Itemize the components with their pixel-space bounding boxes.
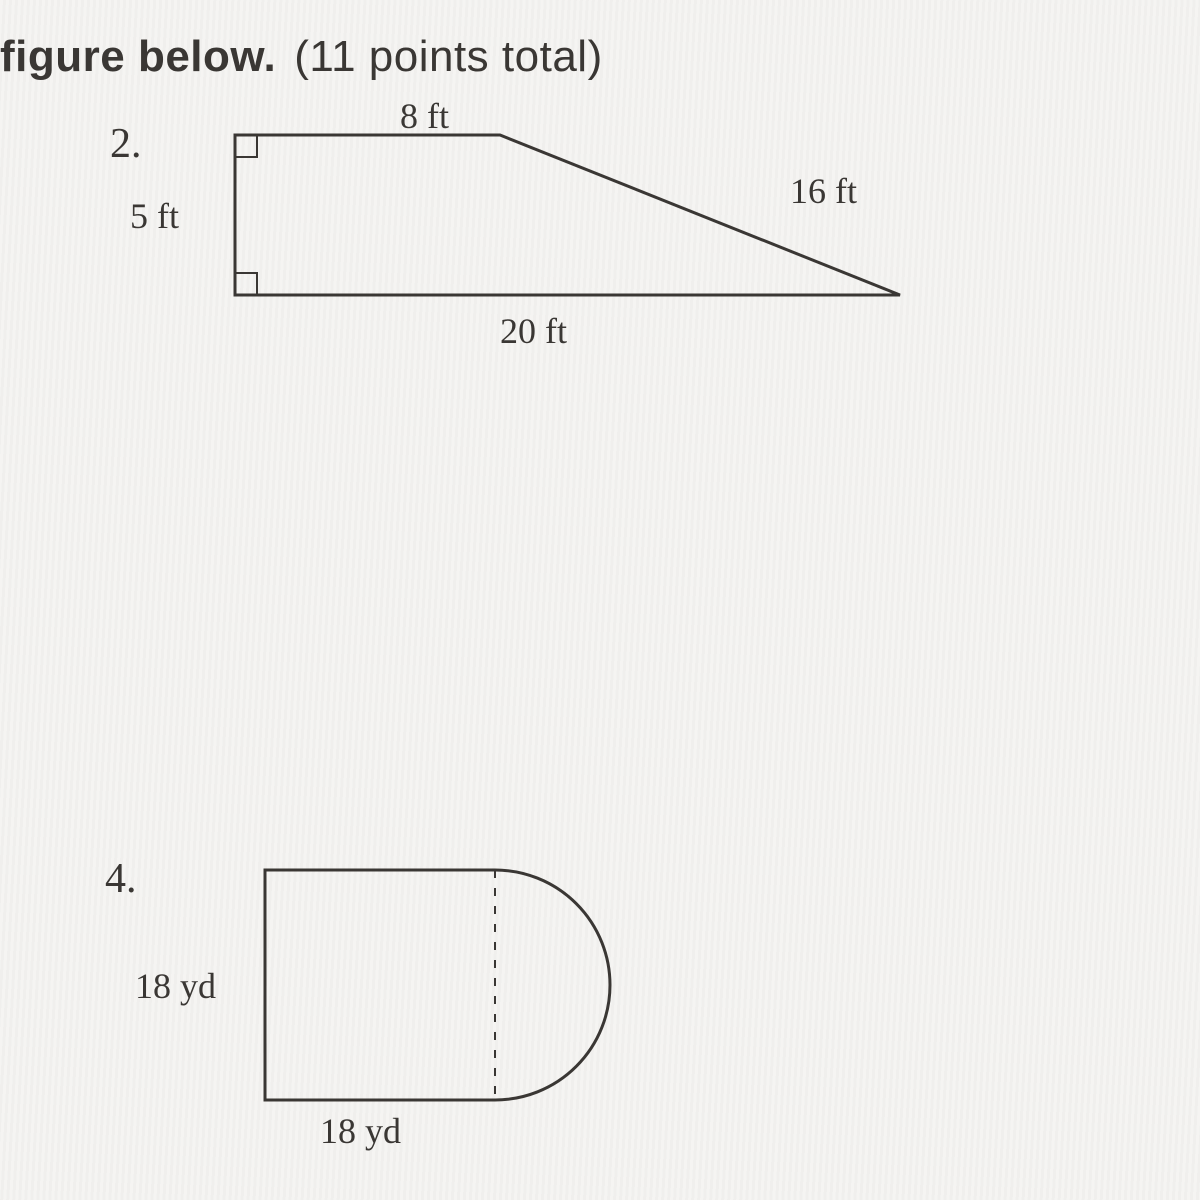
label-bottom-18yd: 18 yd — [320, 1110, 401, 1152]
label-left-18yd: 18 yd — [135, 965, 216, 1007]
stadium-figure — [0, 0, 1200, 1200]
